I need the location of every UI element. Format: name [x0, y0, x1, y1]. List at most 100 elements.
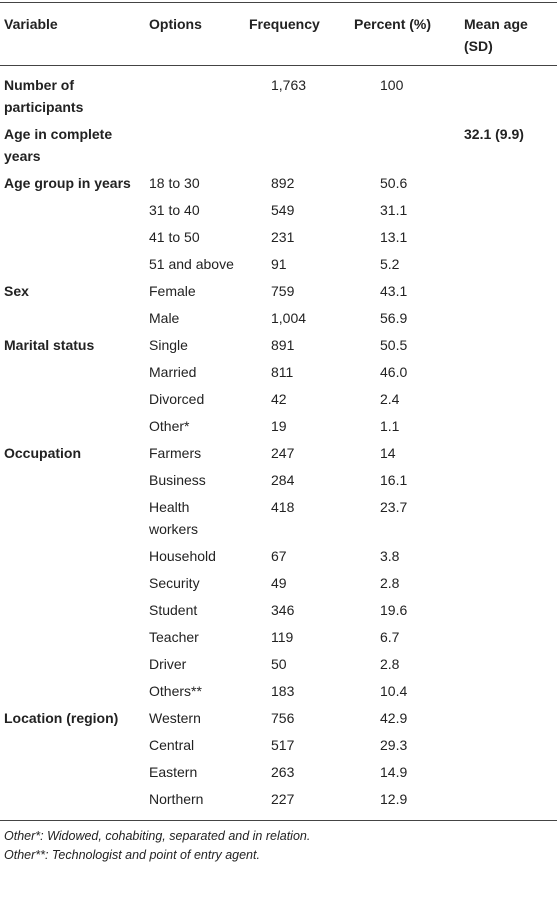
- table-cell: 231: [271, 229, 295, 245]
- table-cell: 891: [271, 337, 295, 353]
- table-cell: [460, 704, 557, 731]
- table-cell: [460, 623, 557, 650]
- table-cell: [0, 596, 145, 623]
- table-cell: 14.9: [380, 764, 408, 780]
- footnote: Other*: Widowed, cohabiting, separated a…: [4, 829, 311, 843]
- table-cell: 50: [271, 656, 287, 672]
- table-cell: 16.1: [380, 472, 408, 488]
- table-row: Household 67 3.8: [0, 542, 557, 569]
- table-cell: Age group in years: [4, 175, 131, 191]
- table-cell: [460, 66, 557, 121]
- table-cell: 32.1 (9.9): [464, 126, 524, 142]
- table-cell: 56.9: [380, 310, 408, 326]
- table-cell: Male: [149, 310, 180, 326]
- table-row: Northern 227 12.9: [0, 785, 557, 821]
- table-cell: 759: [271, 283, 295, 299]
- table-cell: 51 and above: [149, 256, 234, 272]
- table-cell: Divorced: [149, 391, 205, 407]
- table-cell: Farmers: [149, 445, 202, 461]
- table-body: Number of participants 1,763 100 Age in com…: [0, 66, 557, 821]
- table-row: Age group in years 18 to 30 892 50.6: [0, 169, 557, 196]
- table-row: Occupation Farmers 247 14: [0, 439, 557, 466]
- table-cell: 549: [271, 202, 295, 218]
- table-cell: Occupation: [4, 445, 82, 461]
- table-cell: Business: [149, 472, 206, 488]
- table-cell: 418: [271, 499, 295, 515]
- table-cell: 12.9: [380, 791, 408, 807]
- table-cell: [0, 250, 145, 277]
- table-cell: 756: [271, 710, 295, 726]
- table-cell: Marital status: [4, 337, 95, 353]
- table-row: Male 1,004 56.9: [0, 304, 557, 331]
- table-cell: 1.1: [380, 418, 400, 434]
- table-cell: Teacher: [149, 629, 199, 645]
- table-cell: [0, 493, 145, 542]
- table-row: Divorced 42 2.4: [0, 385, 557, 412]
- table-cell: 10.4: [380, 683, 408, 699]
- table-cell: 42: [271, 391, 287, 407]
- table-cell: [0, 650, 145, 677]
- table-cell: 42.9: [380, 710, 408, 726]
- table-cell: 29.3: [380, 737, 408, 753]
- table-row: Number of participants 1,763 100: [0, 66, 557, 121]
- table-cell: 5.2: [380, 256, 400, 272]
- table-cell: [460, 493, 557, 542]
- table-row: Other* 19 1.1: [0, 412, 557, 439]
- table-row: Married 811 46.0: [0, 358, 557, 385]
- table-cell: 2.4: [380, 391, 400, 407]
- table-cell: [460, 169, 557, 196]
- table-row: Student 346 19.6: [0, 596, 557, 623]
- table-cell: [460, 196, 557, 223]
- table-cell: Others**: [149, 683, 202, 699]
- table-cell: [460, 358, 557, 385]
- table-cell: [145, 66, 245, 121]
- table-cell: 91: [271, 256, 287, 272]
- table-row: Driver 50 2.8: [0, 650, 557, 677]
- table-row: Marital status Single 891 50.5: [0, 331, 557, 358]
- table-cell: 2.8: [380, 575, 400, 591]
- table-cell: [0, 385, 145, 412]
- table-cell: 31 to 40: [149, 202, 200, 218]
- table-cell: 346: [271, 602, 295, 618]
- table-cell: [460, 677, 557, 704]
- table-row: 41 to 50 231 13.1: [0, 223, 557, 250]
- table-cell: [145, 120, 245, 169]
- table-cell: Household: [149, 548, 216, 564]
- table-cell: Security: [149, 575, 200, 591]
- table-cell: [0, 785, 145, 821]
- table-cell: 284: [271, 472, 295, 488]
- table-cell: Student: [149, 602, 198, 618]
- table-cell: [0, 358, 145, 385]
- header-cell: Options: [149, 16, 202, 32]
- table-cell: Health workers: [149, 499, 199, 537]
- table-cell: 183: [271, 683, 295, 699]
- table-cell: [460, 304, 557, 331]
- table-cell: Location (region): [4, 710, 119, 726]
- table-cell: 227: [271, 791, 295, 807]
- table-cell: 1,763: [271, 77, 307, 93]
- table-cell: [460, 277, 557, 304]
- table-row: Sex Female 759 43.1: [0, 277, 557, 304]
- table-cell: 67: [271, 548, 287, 564]
- table-cell: [460, 331, 557, 358]
- table-cell: 2.8: [380, 656, 400, 672]
- table-cell: 49: [271, 575, 287, 591]
- table-cell: 19: [271, 418, 287, 434]
- table-cell: [460, 650, 557, 677]
- table-cell: 247: [271, 445, 295, 461]
- table-cell: [460, 569, 557, 596]
- table-cell: Western: [149, 710, 201, 726]
- table-cell: [460, 596, 557, 623]
- table-cell: Single: [149, 337, 188, 353]
- table-cell: [460, 385, 557, 412]
- table-row: 31 to 40 549 31.1: [0, 196, 557, 223]
- table-cell: [0, 412, 145, 439]
- table-row: Health workers 418 23.7: [0, 493, 557, 542]
- table-cell: 43.1: [380, 283, 408, 299]
- table-cell: Eastern: [149, 764, 198, 780]
- table-row: Location (region) Western 756 42.9: [0, 704, 557, 731]
- table-cell: 18 to 30: [149, 175, 200, 191]
- table-cell: 14: [380, 445, 396, 461]
- table-cell: [245, 120, 350, 169]
